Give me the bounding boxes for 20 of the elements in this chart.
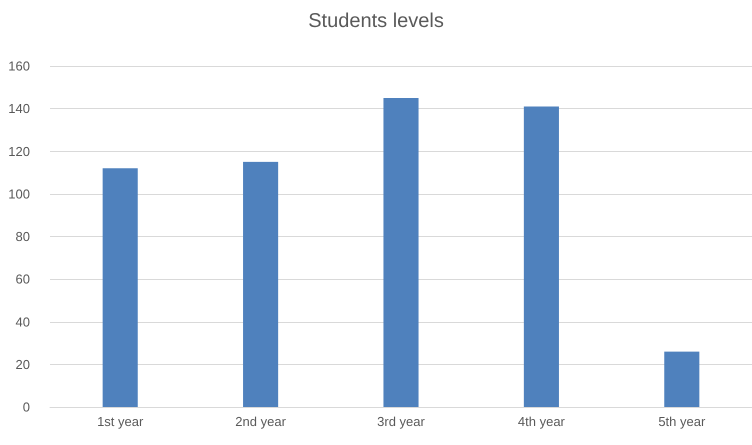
- y-tick-label: 140: [8, 101, 30, 116]
- y-tick-label: 100: [8, 186, 30, 202]
- x-tick-label: 1st year: [97, 414, 144, 429]
- bar: [524, 106, 559, 407]
- bar: [102, 168, 138, 407]
- bar: [243, 162, 278, 407]
- bar: [664, 352, 700, 407]
- y-tick-label: 120: [8, 144, 30, 159]
- y-tick-label: 40: [16, 314, 30, 330]
- x-tick-label: 3rd year: [377, 414, 426, 429]
- y-tick-label: 60: [16, 272, 30, 287]
- y-tick-label: 0: [22, 400, 30, 414]
- bar: [383, 98, 419, 407]
- y-tick-label: 80: [16, 229, 30, 244]
- x-tick-label: 2nd year: [235, 414, 287, 429]
- y-tick-label: 160: [8, 58, 30, 74]
- y-tick-label: 20: [16, 356, 30, 372]
- x-tick-label: 4th year: [518, 414, 566, 429]
- chart-title: Students levels: [308, 10, 444, 32]
- x-tick-label: 5th year: [658, 414, 706, 429]
